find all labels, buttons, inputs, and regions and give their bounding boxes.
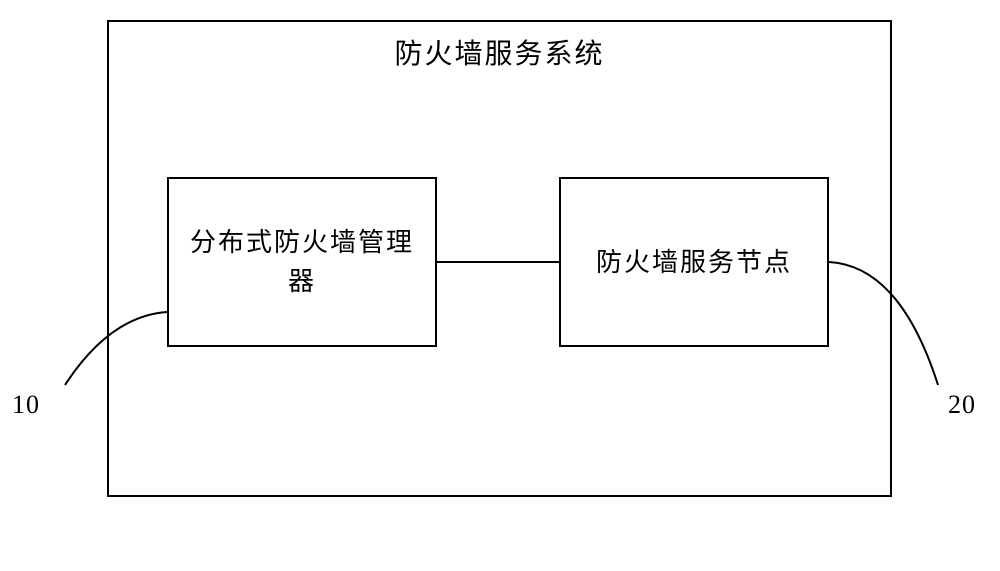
- node-manager-label: 分布式防火墙管理器: [179, 223, 425, 301]
- edge-manager-service: [437, 261, 559, 263]
- system-title: 防火墙服务系统: [350, 32, 650, 72]
- external-label-10: 10: [12, 390, 40, 420]
- node-service-label: 防火墙服务节点: [596, 243, 792, 282]
- node-manager: 分布式防火墙管理器: [167, 177, 437, 347]
- node-service: 防火墙服务节点: [559, 177, 829, 347]
- external-label-20: 20: [948, 390, 976, 420]
